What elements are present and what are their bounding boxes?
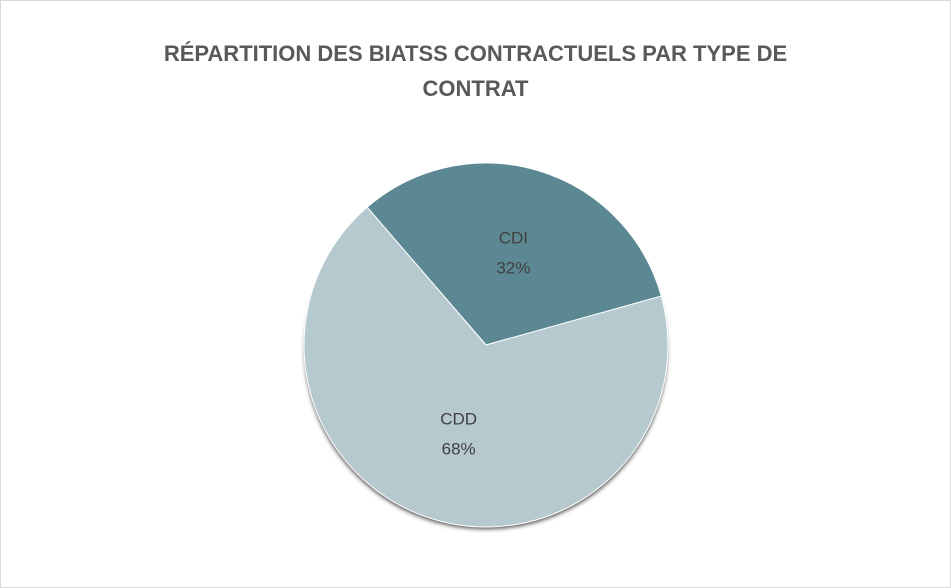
slice-value: 32% <box>496 259 530 278</box>
slice-value: 68% <box>442 440 476 459</box>
pie-slice <box>366 162 662 346</box>
pie-slice <box>303 206 669 528</box>
slice-label: CDD 68% <box>440 410 477 459</box>
slice-category: CDI <box>499 229 528 248</box>
chart-title: RÉPARTITION DES BIATSS CONTRACTUELS PAR … <box>163 41 788 101</box>
slice-category: CDD <box>440 410 477 429</box>
slice-label: CDI 32% <box>496 229 530 278</box>
